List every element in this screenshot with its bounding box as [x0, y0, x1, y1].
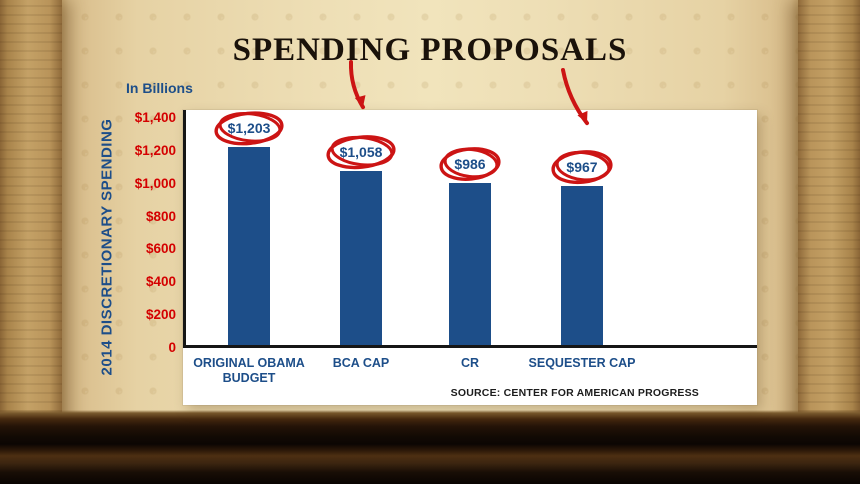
wall-column-right: [798, 0, 860, 484]
category-label: CR: [460, 356, 480, 370]
bar-value-label: $986: [454, 156, 486, 172]
y-tick-label: $600: [145, 241, 176, 257]
category-label: ORIGINAL OBAMA BUDGET: [193, 356, 305, 385]
bar-value-label: $967: [566, 159, 598, 176]
studio-desk: [0, 410, 860, 484]
y-tick-label: $1,400: [134, 110, 176, 125]
chart-title: SPENDING PROPOSALS: [232, 32, 628, 68]
chart-panel: ORIGINAL OBAMA BUDGET BCA CAP CR SEQUESTER …: [183, 110, 757, 405]
y-tick-label: $1,200: [134, 142, 176, 158]
bar-original-obama-budget: [228, 147, 270, 345]
wall-column-left: [0, 0, 62, 484]
bar-sequester-cap: [561, 186, 603, 345]
category-label: SEQUESTER CAP: [528, 356, 636, 370]
y-tick-label: 0: [168, 340, 176, 355]
bar-value-label: $1,058: [339, 144, 383, 161]
bar-cr: [449, 183, 491, 345]
plot-area: [183, 110, 757, 348]
bar-value-label: $1,203: [227, 120, 271, 137]
y-tick-label: $200: [145, 307, 176, 323]
y-tick-label: $800: [145, 208, 176, 224]
units-label: In Billions: [126, 80, 193, 96]
bar-bca-cap: [340, 171, 382, 345]
y-tick-label: $400: [145, 274, 176, 290]
category-label: BCA CAP: [332, 356, 390, 370]
source-attribution: SOURCE: CENTER FOR AMERICAN PROGRESS: [450, 387, 699, 399]
y-tick-label: $1,000: [134, 175, 176, 191]
